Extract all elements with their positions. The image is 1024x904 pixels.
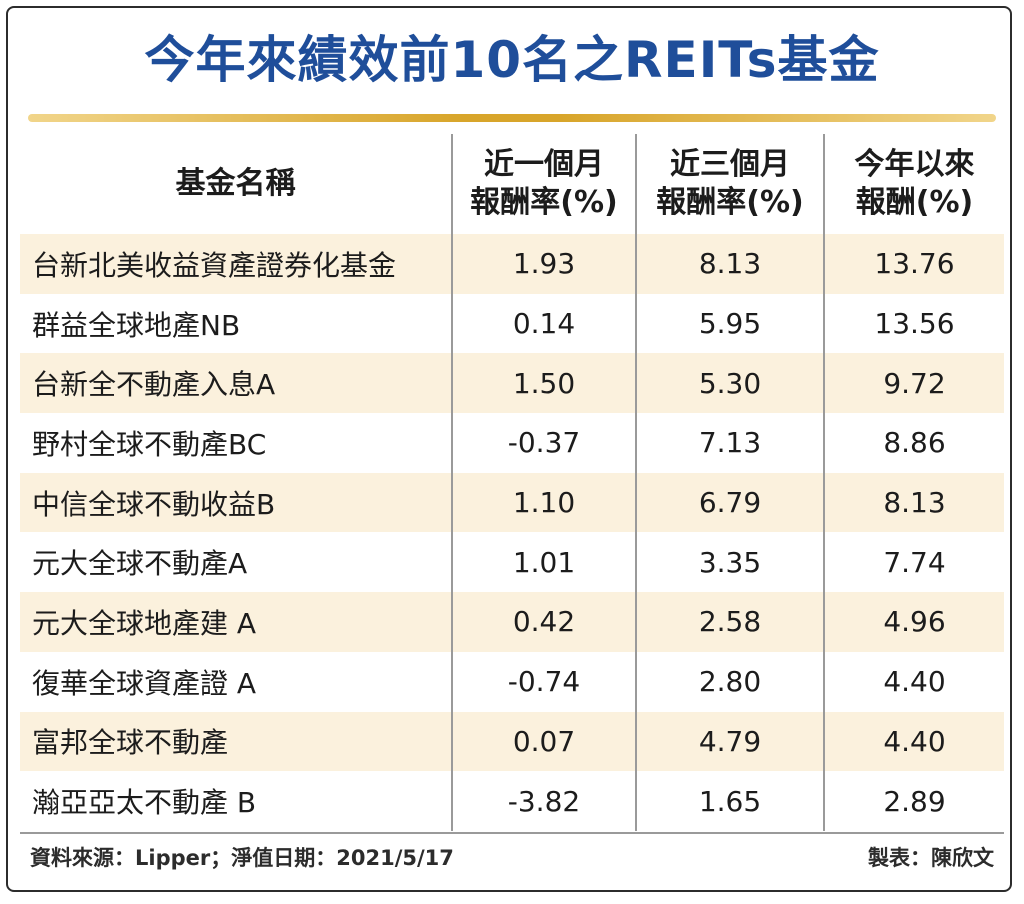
title-divider xyxy=(28,114,996,122)
one-month-return-cell: -3.82 xyxy=(451,771,636,831)
three-month-return-cell: 4.79 xyxy=(635,711,824,772)
fund-name-cell: 台新全不動產入息A xyxy=(20,353,452,414)
one-month-return-cell: 0.14 xyxy=(451,293,636,354)
ytd-return-cell: 4.40 xyxy=(823,711,1004,772)
ytd-return-cell: 4.96 xyxy=(823,592,1004,652)
table-row: 元大全球地產建 A 0.42 2.58 4.96 xyxy=(20,592,1004,652)
fund-name-cell: 元大全球地產建 A xyxy=(20,592,452,652)
fund-name-cell: 富邦全球不動產 xyxy=(20,711,452,772)
col-header-fund-name: 基金名稱 xyxy=(20,134,452,234)
col-header-3m-return: 近三個月 報酬率(%) xyxy=(635,134,824,234)
table-row: 台新全不動產入息A 1.50 5.30 9.72 xyxy=(20,353,1004,414)
fund-name-cell: 群益全球地產NB xyxy=(32,308,241,342)
one-month-return-cell: -0.74 xyxy=(451,651,636,712)
fund-table: 基金名稱 近一個月 報酬率(%) 近三個月 報酬率(%) 今年以來 報酬(%) … xyxy=(20,134,1004,831)
three-month-return-cell: 2.58 xyxy=(635,592,824,652)
one-month-return-cell: 1.50 xyxy=(451,353,636,414)
three-month-return-cell: 7.13 xyxy=(635,413,824,473)
col-header-line2: 報酬(%) xyxy=(855,185,974,220)
footer-divider xyxy=(20,832,1004,834)
three-month-return-cell: 8.13 xyxy=(635,234,824,294)
col-header-ytd-return: 今年以來 報酬(%) xyxy=(823,134,1004,234)
col-header-line1: 今年以來 xyxy=(854,147,975,182)
page-title: 今年來績效前10名之REITs基金 xyxy=(144,31,880,89)
ytd-return-cell: 7.74 xyxy=(823,532,1004,593)
ytd-return-cell: 4.40 xyxy=(823,651,1004,712)
fund-name-cell: 中信全球不動收益B xyxy=(20,472,452,533)
col-header-line1: 基金名稱 xyxy=(175,166,296,201)
fund-name-cell: 瀚亞亞太不動產 B xyxy=(32,786,257,820)
one-month-return-cell: 0.42 xyxy=(451,592,636,652)
table-row: 台新北美收益資產證券化基金 1.93 8.13 13.76 xyxy=(20,234,1004,294)
ytd-return-cell: 2.89 xyxy=(823,771,1004,831)
three-month-return-cell: 6.79 xyxy=(635,472,824,533)
three-month-return-cell: 5.30 xyxy=(635,353,824,414)
three-month-return-cell: 3.35 xyxy=(635,532,824,593)
col-header-line2: 報酬率(%) xyxy=(470,185,618,220)
table-maker-credit: 製表：陳欣文 xyxy=(868,846,994,870)
table-row: 復華全球資產證 A -0.74 2.80 4.40 xyxy=(20,651,1004,712)
table-row: 中信全球不動收益B 1.10 6.79 8.13 xyxy=(20,472,1004,533)
one-month-return-cell: 1.10 xyxy=(451,472,636,533)
three-month-return-cell: 1.65 xyxy=(635,771,824,831)
one-month-return-cell: 1.01 xyxy=(451,532,636,593)
ytd-return-cell: 8.13 xyxy=(823,472,1004,533)
ytd-return-cell: 13.76 xyxy=(823,234,1004,294)
table-row: 元大全球不動產A 1.01 3.35 7.74 xyxy=(20,532,1004,593)
table-row: 富邦全球不動產 0.07 4.79 4.40 xyxy=(20,711,1004,772)
table-row: 野村全球不動產BC -0.37 7.13 8.86 xyxy=(20,413,1004,473)
col-header-line2: 報酬率(%) xyxy=(656,185,804,220)
table-row: 群益全球地產NB 0.14 5.95 13.56 xyxy=(20,293,1004,354)
header-row: 基金名稱 近一個月 報酬率(%) 近三個月 報酬率(%) 今年以來 報酬(%) xyxy=(20,134,1004,234)
data-source-note: 資料來源：Lipper；淨值日期：2021/5/17 xyxy=(30,846,454,870)
ytd-return-cell: 13.56 xyxy=(823,293,1004,354)
fund-name-cell: 復華全球資產證 A xyxy=(32,666,257,700)
fund-name-cell: 野村全球不動產BC xyxy=(32,427,267,461)
one-month-return-cell: -0.37 xyxy=(451,413,636,473)
table-row: 瀚亞亞太不動產 B -3.82 1.65 2.89 xyxy=(20,771,1004,831)
fund-name-cell: 元大全球不動產A xyxy=(32,547,248,581)
one-month-return-cell: 0.07 xyxy=(451,711,636,772)
ytd-return-cell: 8.86 xyxy=(823,413,1004,473)
three-month-return-cell: 5.95 xyxy=(635,293,824,354)
ytd-return-cell: 9.72 xyxy=(823,353,1004,414)
col-header-line1: 近一個月 xyxy=(484,147,604,182)
col-header-line1: 近三個月 xyxy=(670,147,790,182)
three-month-return-cell: 2.80 xyxy=(635,651,824,712)
col-header-1m-return: 近一個月 報酬率(%) xyxy=(451,134,636,234)
fund-name-cell: 台新北美收益資產證券化基金 xyxy=(20,234,452,294)
one-month-return-cell: 1.93 xyxy=(451,234,636,294)
